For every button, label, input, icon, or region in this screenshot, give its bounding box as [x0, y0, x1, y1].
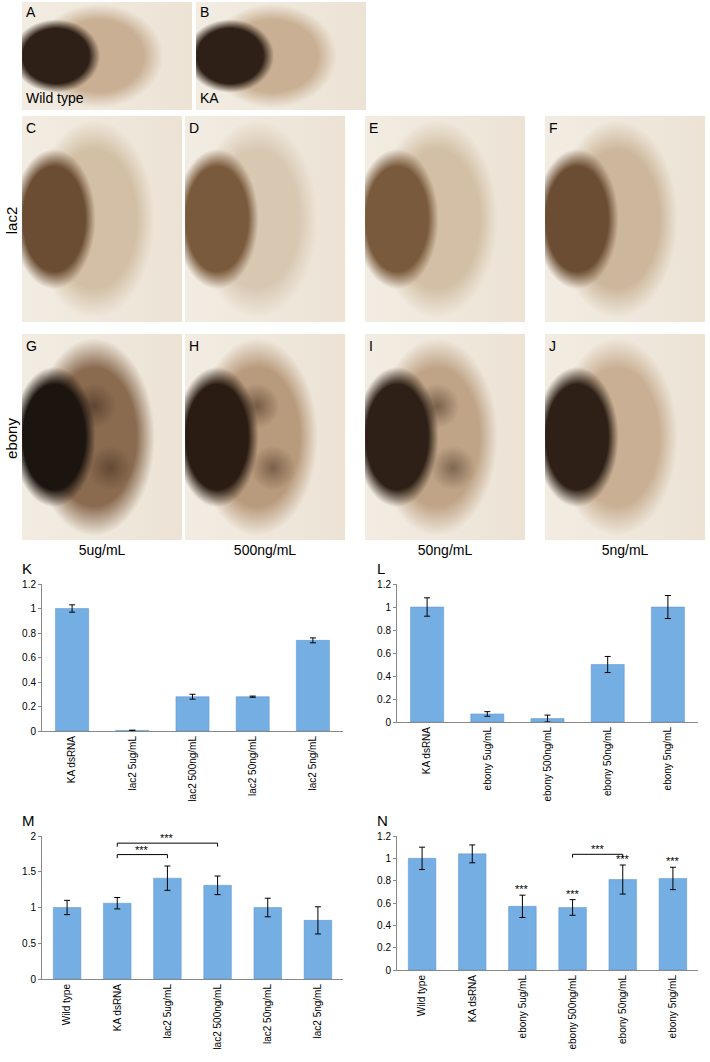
svg-text:***: *** — [515, 883, 529, 895]
svg-text:Wild type: Wild type — [61, 984, 72, 1026]
html-text:5ug/mL: 5ug/mL — [78, 542, 126, 558]
html-text:J: J — [549, 338, 556, 354]
svg-text:lac2 5ug/mL: lac2 5ug/mL — [162, 984, 173, 1039]
svg-text:0.2: 0.2 — [377, 942, 391, 953]
svg-text:ebony 5ug/mL: ebony 5ug/mL — [517, 975, 528, 1039]
svg-text:0.6: 0.6 — [377, 898, 391, 909]
html-text:lac2: lac2 — [2, 206, 20, 235]
html-text:ebony: ebony — [2, 418, 20, 459]
svg-text:ebony 5ng/mL: ebony 5ng/mL — [667, 975, 678, 1039]
html-text:K: K — [22, 560, 32, 577]
svg-text:lac2 5ug/mL: lac2 5ug/mL — [127, 736, 138, 791]
svg-text:***: *** — [135, 844, 149, 856]
svg-text:ebony 500ng/mL: ebony 500ng/mL — [542, 727, 553, 802]
svg-text:1: 1 — [385, 853, 391, 864]
html-text:G: G — [26, 338, 37, 354]
svg-text:2: 2 — [30, 831, 36, 842]
html-text:E: E — [369, 120, 379, 136]
svg-text:0: 0 — [385, 965, 391, 976]
svg-text:ebony 50ng/mL: ebony 50ng/mL — [617, 975, 628, 1044]
html-text:5ng/mL: 5ng/mL — [601, 542, 649, 558]
svg-text:lac2 50ng/mL: lac2 50ng/mL — [262, 984, 273, 1044]
svg-text:0.4: 0.4 — [377, 920, 391, 931]
svg-text:0.5: 0.5 — [22, 938, 36, 949]
html-text:I: I — [369, 338, 373, 354]
svg-text:lac2 5ng/mL: lac2 5ng/mL — [307, 736, 318, 791]
svg-text:1.5: 1.5 — [22, 866, 36, 877]
html-text:F: F — [549, 120, 558, 136]
html-text:N: N — [377, 812, 388, 829]
svg-text:***: *** — [160, 832, 174, 844]
svg-text:1.2: 1.2 — [377, 831, 391, 842]
svg-text:1: 1 — [30, 603, 36, 614]
svg-text:0.2: 0.2 — [22, 701, 36, 712]
svg-text:0.4: 0.4 — [22, 677, 36, 688]
html-text:H: H — [189, 338, 200, 354]
svg-text:ebony 500ng/mL: ebony 500ng/mL — [567, 975, 578, 1050]
svg-text:0: 0 — [385, 717, 391, 728]
svg-text:0.6: 0.6 — [377, 648, 391, 659]
svg-text:***: *** — [591, 843, 605, 855]
svg-text:KA dsRNA: KA dsRNA — [467, 975, 478, 1023]
svg-text:0.8: 0.8 — [377, 625, 391, 636]
svg-text:***: *** — [616, 853, 630, 865]
html-text:C: C — [26, 120, 37, 136]
html-text:KA: KA — [200, 90, 219, 106]
svg-text:lac2 5ng/mL: lac2 5ng/mL — [312, 984, 323, 1039]
svg-text:KA dsRNA: KA dsRNA — [421, 727, 432, 775]
svg-text:***: *** — [666, 855, 680, 867]
svg-text:0: 0 — [30, 726, 36, 737]
svg-text:0.8: 0.8 — [377, 875, 391, 886]
html-text:500ng/mL: 500ng/mL — [233, 542, 297, 558]
svg-text:0.8: 0.8 — [22, 628, 36, 639]
svg-text:KA dsRNA: KA dsRNA — [112, 984, 123, 1032]
svg-text:0.6: 0.6 — [22, 652, 36, 663]
svg-text:0.2: 0.2 — [377, 694, 391, 705]
svg-text:KA dsRNA: KA dsRNA — [66, 736, 77, 784]
html-text:D: D — [189, 120, 200, 136]
svg-text:lac2 500ng/mL: lac2 500ng/mL — [212, 984, 223, 1050]
svg-text:1.2: 1.2 — [22, 579, 36, 590]
svg-text:1: 1 — [30, 902, 36, 913]
html-text:50ng/mL: 50ng/mL — [417, 542, 473, 558]
svg-text:***: *** — [566, 888, 580, 900]
html-text:M: M — [22, 812, 35, 829]
svg-text:0: 0 — [30, 974, 36, 985]
svg-text:1.2: 1.2 — [377, 579, 391, 590]
svg-text:lac2 500ng/mL: lac2 500ng/mL — [187, 736, 198, 802]
svg-text:0.4: 0.4 — [377, 671, 391, 682]
html-text:Wild type: Wild type — [26, 90, 84, 106]
html-text:A: A — [26, 4, 36, 20]
svg-text:ebony 50ng/mL: ebony 50ng/mL — [602, 727, 613, 796]
svg-text:lac2 50ng/mL: lac2 50ng/mL — [247, 736, 258, 796]
svg-text:ebony 5ng/mL: ebony 5ng/mL — [662, 727, 673, 791]
svg-text:Wild type: Wild type — [416, 975, 427, 1017]
html-text:L: L — [377, 560, 386, 577]
svg-text:1: 1 — [385, 602, 391, 613]
html-text:B: B — [200, 4, 210, 20]
svg-text:ebony 5ug/mL: ebony 5ug/mL — [482, 727, 493, 791]
